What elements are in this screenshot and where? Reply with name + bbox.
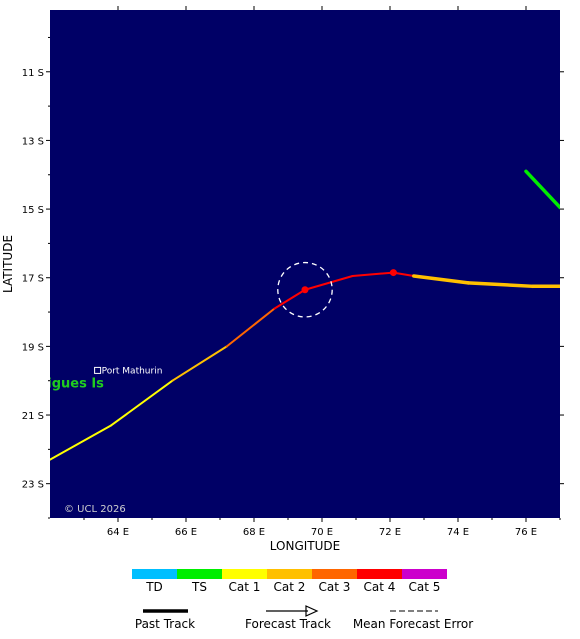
storm-position (389, 269, 397, 277)
copyright-label: © UCL 2026 (64, 504, 126, 515)
forecast-track-key-label: Forecast Track (245, 617, 331, 631)
lat-tick-label: 11 S (22, 68, 44, 79)
legend-swatch-td (132, 569, 177, 579)
legend-label-cat-2: Cat 2 (274, 580, 306, 594)
lon-tick-label: 76 E (515, 527, 537, 538)
lat-tick-label: 17 S (22, 274, 44, 285)
lat-tick-label: 21 S (22, 411, 44, 422)
past-track-key-label: Past Track (135, 617, 195, 631)
map-background (50, 10, 560, 518)
legend-swatch-cat-5 (402, 569, 447, 579)
legend-label-cat-5: Cat 5 (409, 580, 441, 594)
lon-tick-label: 74 E (447, 527, 469, 538)
other-track-segment (524, 169, 560, 210)
lat-tick-label: 23 S (22, 480, 44, 491)
lat-tick-label: 19 S (22, 342, 44, 353)
lon-tick-label: 72 E (379, 527, 401, 538)
legend: TD TS Cat 1 Cat 2 Cat 3 Cat 4 Cat 5 Past Track F… (132, 569, 473, 631)
legend-label-ts: TS (191, 580, 207, 594)
past-track-segment (273, 288, 306, 310)
legend-swatch-cat-4 (357, 569, 402, 579)
legend-swatch-cat-1 (222, 569, 267, 579)
lon-tick-label: 68 E (243, 527, 265, 538)
legend-swatch-cat-3 (312, 569, 357, 579)
forecast-track-segment (412, 274, 470, 285)
legend-swatch-cat-2 (267, 569, 312, 579)
x-axis-title: LONGITUDE (270, 539, 340, 553)
forecast-track-key-arrow (305, 605, 319, 617)
y-axis-title: LATITUDE (1, 235, 15, 293)
map-axes: 11 S 13 S 15 S 17 S 19 S 21 S 23 S 64 E 66 E 68 E… (1, 6, 564, 553)
legend-label-cat-1: Cat 1 (229, 580, 261, 594)
past-track-segment (50, 424, 113, 461)
forecast-track-segment (466, 281, 535, 289)
legend-label-td: TD (145, 580, 163, 594)
forecast-error-circle (277, 261, 333, 318)
lon-tick-label: 66 E (175, 527, 197, 538)
lon-tick-label: 70 E (311, 527, 333, 538)
legend-label-cat-3: Cat 3 (319, 580, 351, 594)
past-track-segment (225, 307, 276, 348)
town-label: Port Mathurin (102, 366, 163, 376)
legend-swatch-ts (177, 569, 222, 579)
past-track-segment (351, 271, 395, 278)
legend-label-cat-4: Cat 4 (364, 580, 396, 594)
island-label: Rodrigues Is (13, 376, 105, 391)
lat-tick-label: 13 S (22, 136, 44, 147)
storm-position (301, 286, 309, 294)
lat-tick-label: 15 S (22, 205, 44, 216)
town-marker (94, 366, 102, 374)
error-key-label: Mean Forecast Error (353, 617, 473, 631)
past-track-segment (110, 379, 174, 427)
past-track-segment (304, 275, 354, 291)
past-track-segment (171, 345, 228, 382)
lon-tick-label: 64 E (107, 527, 129, 538)
